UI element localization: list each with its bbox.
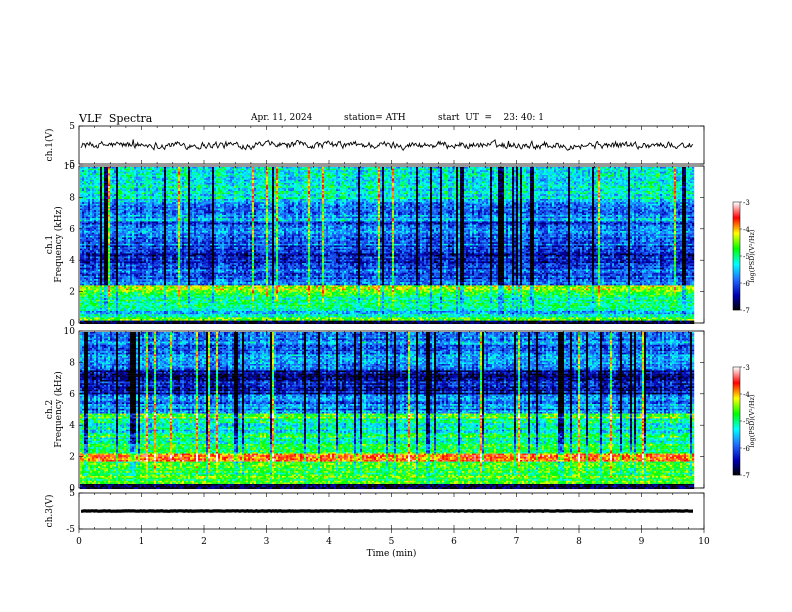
- ch2-spec-colorbar-tick-label: -3: [743, 364, 750, 372]
- ch2-spec-y-tick-label: 10: [64, 327, 76, 337]
- time-axis-tick-label: 1: [139, 537, 145, 547]
- ch1-spec-y-label: Frequency (kHz): [53, 206, 64, 283]
- ch1-spec-colorbar-tick-label: -7: [743, 307, 750, 315]
- ch2-spec-y-tick-label: 6: [69, 390, 75, 400]
- ch2-spec-y-tick-label: 4: [69, 421, 75, 431]
- ch1-spec-y-tick-label: 4: [69, 256, 75, 266]
- ch3-y-label: ch.3(V): [44, 495, 55, 528]
- time-axis-tick-label: 8: [576, 537, 582, 547]
- ch1-y-label: ch.1(V): [44, 129, 55, 162]
- ch1-spec-heatmap: [80, 167, 694, 324]
- ch3-y-tick-label: -5: [66, 525, 75, 535]
- ch2-spec-colorbar: [733, 367, 740, 475]
- time-axis-label: Time (min): [367, 548, 417, 559]
- time-axis-tick-label: 4: [326, 537, 332, 547]
- time-axis-tick-label: 9: [639, 537, 645, 547]
- time-axis-tick-label: 5: [389, 537, 395, 547]
- ch1-spec-colorbar-tick-label: -3: [743, 199, 750, 207]
- ch3-y-tick-label: 5: [69, 489, 75, 499]
- ch2-spec-y-tick-label: 2: [69, 453, 75, 463]
- ch2-spec-y-label: Frequency (kHz): [53, 371, 64, 448]
- ch1-waveform: [81, 139, 693, 150]
- time-axis-tick-label: 10: [698, 537, 710, 547]
- time-axis-tick-label: 2: [201, 537, 207, 547]
- ch1-spec-y-tick-label: 6: [69, 225, 75, 235]
- ch2-spec-colorbar-tick-label: -7: [743, 472, 750, 480]
- time-axis-tick-label: 3: [264, 537, 270, 547]
- ch1-y-tick-label: 5: [69, 122, 75, 132]
- time-axis-tick-label: 0: [76, 537, 82, 547]
- ch1-spec-y-tick-label: 10: [64, 162, 76, 172]
- ch1-spec-colorbar-label: log(PSD)(V²/Hz): [748, 229, 756, 282]
- ch1-spec-y-tick-label: 8: [69, 193, 75, 203]
- ch1-spec-colorbar: [733, 202, 740, 310]
- time-axis-tick-label: 7: [514, 537, 520, 547]
- ch2-spec-y-tick-label: 8: [69, 358, 75, 368]
- ch2-spec-colorbar-label: log(PSD)(V²/Hz): [748, 394, 756, 447]
- ch1-spec-y-tick-label: 2: [69, 288, 75, 298]
- ch2-spec-heatmap: [80, 332, 694, 489]
- time-axis-tick-label: 6: [451, 537, 457, 547]
- ch3-waveform: [81, 511, 693, 512]
